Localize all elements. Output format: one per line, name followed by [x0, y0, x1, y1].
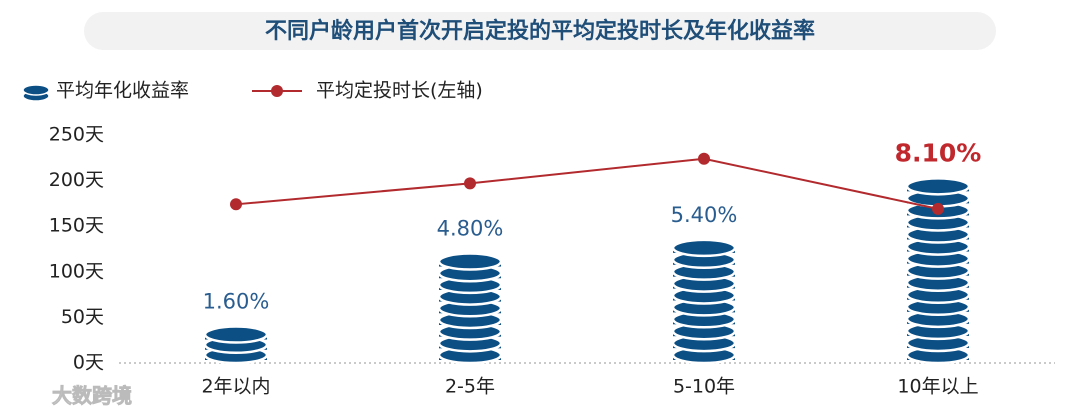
x-tick-label: 2年以内: [201, 376, 270, 398]
title-background: [84, 12, 996, 50]
bar: [905, 177, 971, 365]
coin: [437, 252, 503, 271]
line-point: [464, 177, 476, 190]
line: [235, 157, 939, 210]
x-tick-label: 5-10年: [673, 376, 735, 398]
y-tick-label: 250天: [49, 124, 104, 146]
line-point: [698, 152, 710, 165]
coin: [671, 238, 737, 258]
legend-marker: [22, 84, 50, 102]
legend-dot: [271, 85, 283, 97]
y-tick-label: 150天: [49, 215, 104, 237]
y-tick-label: 50天: [61, 306, 104, 328]
bar: [203, 325, 269, 365]
x-tick-label: 10年以上: [897, 376, 978, 398]
line-point: [230, 198, 242, 211]
y-tick-label: 0天: [73, 352, 104, 374]
x-tick-label: 2-5年: [445, 376, 495, 398]
bar: [671, 238, 737, 365]
coin: [905, 177, 971, 196]
legend-coin: [22, 84, 50, 96]
y-tick-label: 100天: [49, 260, 104, 282]
line-point: [932, 202, 944, 215]
bar: [437, 252, 503, 365]
value-label: 5.40%: [671, 203, 738, 227]
chart-title: 不同户龄用户首次开启定投的平均定投时长及年化收益率: [265, 18, 815, 44]
coin: [203, 325, 269, 344]
legend-label: 平均年化收益率: [56, 80, 189, 102]
watermark: 大数跨境: [52, 384, 132, 408]
value-label: 1.60%: [203, 290, 270, 314]
value-label: 4.80%: [437, 217, 504, 241]
legend-label: 平均定投时长(左轴): [316, 80, 483, 102]
value-label: 8.10%: [895, 138, 982, 167]
y-tick-label: 200天: [49, 169, 104, 191]
